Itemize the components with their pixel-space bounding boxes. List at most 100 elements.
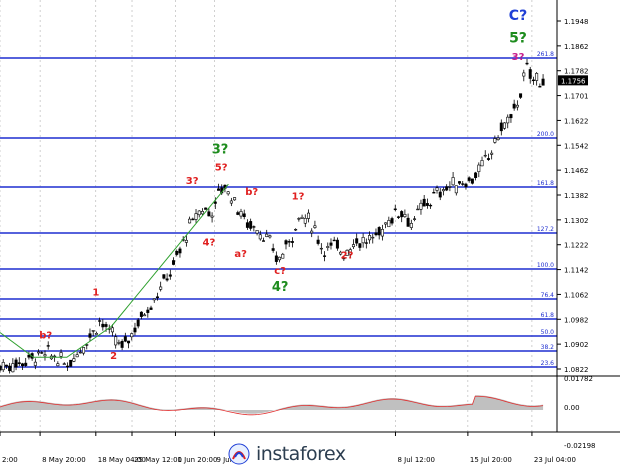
candle-body: [265, 233, 269, 237]
candle-body: [361, 237, 365, 244]
price-tick-label: 1.1142: [564, 267, 589, 275]
candle-body: [454, 185, 458, 194]
candle-body: [4, 364, 8, 367]
candle-body: [20, 363, 24, 367]
candle-body: [82, 347, 86, 354]
candle-body: [104, 324, 108, 327]
candle-body: [1, 362, 5, 371]
candle-body: [155, 296, 159, 299]
candle-body: [59, 352, 63, 357]
candle-body: [226, 191, 230, 195]
candle-body: [464, 183, 468, 187]
candle-body: [175, 251, 179, 255]
watermark-text: instaforex: [256, 443, 346, 465]
candle-body: [422, 198, 426, 207]
wave-label: c?: [274, 266, 286, 277]
candle-body: [229, 200, 233, 204]
candle-body: [390, 218, 394, 224]
indicator-area: [0, 395, 544, 414]
candle-body: [46, 345, 50, 347]
candle-body: [438, 191, 442, 198]
price-tick-label: 1.1782: [564, 68, 589, 76]
candle-body: [419, 202, 423, 210]
candle-body: [165, 278, 169, 281]
candle-body: [515, 104, 519, 108]
current-price-tag: [558, 75, 588, 86]
candle-body: [538, 86, 542, 88]
indicator-pane: [0, 395, 544, 416]
candle-body: [133, 327, 137, 333]
candle-body: [37, 351, 41, 354]
price-tick-label: 1.1622: [564, 117, 589, 125]
price-tick-label: 1.1222: [564, 242, 589, 250]
candle-body: [493, 138, 497, 143]
candle-body: [287, 241, 291, 243]
candle-body: [480, 160, 484, 167]
candle-body: [448, 186, 452, 188]
candle-body: [172, 260, 176, 265]
wave-label: 5?: [509, 31, 527, 47]
candle-body: [345, 249, 349, 256]
candle-body: [326, 246, 330, 248]
candle-body: [120, 341, 124, 348]
candle-body: [531, 79, 535, 82]
candle-body: [358, 243, 362, 248]
candle-body: [377, 227, 381, 236]
candle-body: [445, 186, 449, 191]
candle-body: [541, 78, 545, 86]
candle-body: [425, 203, 429, 206]
candle-body: [8, 365, 12, 372]
time-tick-label: 8 Jul 12:00: [397, 456, 435, 464]
wave-label: 4?: [202, 237, 215, 248]
candle-body: [441, 189, 445, 192]
wave-label: 3?: [212, 142, 229, 157]
price-tick-label: 1.0822: [564, 366, 589, 374]
candle-body: [239, 211, 243, 217]
current-price-label: 1.1756: [561, 77, 586, 85]
candle-body: [75, 354, 79, 358]
candle-body: [368, 235, 372, 241]
candle-body: [27, 354, 31, 358]
wave-label: b?: [245, 187, 258, 198]
fib-level-label: 261.8: [537, 51, 554, 58]
candle-body: [271, 248, 275, 251]
wave-label: 5?: [215, 162, 228, 173]
candle-body: [364, 242, 368, 244]
candle-body: [139, 311, 143, 317]
wave-label: a?: [234, 249, 247, 260]
candle-body: [290, 241, 294, 243]
candle-body: [11, 363, 15, 373]
candle-body: [262, 240, 266, 242]
candle-body: [522, 72, 526, 77]
wave-label: 4?: [272, 280, 289, 295]
candle-body: [319, 247, 323, 250]
candle-body: [210, 215, 214, 218]
wave-label: 3?: [186, 176, 199, 187]
fib-level-label: 200.0: [537, 131, 554, 138]
price-pane: 261.8 200.0 161.8 127.2 100.0 76.4 61.8 50.0 38.…: [0, 0, 557, 432]
time-tick-label: 23 Jul 04:00: [534, 456, 576, 464]
candle-body: [371, 236, 375, 239]
price-tick-label: 1.1062: [564, 291, 589, 299]
candle-body: [143, 314, 147, 317]
candle-body: [242, 213, 246, 218]
price-tick-label: 1.1302: [564, 217, 589, 225]
wave-label: 2: [110, 351, 117, 362]
candle-body: [178, 248, 182, 254]
candle-body: [512, 103, 516, 109]
time-tick-label: 15 Jul 20:00: [470, 456, 512, 464]
price-tick-label: 1.1948: [564, 18, 589, 26]
candle-body: [461, 183, 465, 185]
candle-body: [406, 217, 410, 227]
candle-body: [380, 229, 384, 237]
candle-body: [17, 362, 21, 364]
candle-body: [98, 320, 102, 322]
fib-level-label: 161.8: [537, 180, 554, 187]
candle-body: [294, 228, 298, 231]
wave-label: 1: [92, 287, 99, 298]
candle-body: [323, 255, 327, 257]
candle-body: [490, 152, 494, 155]
candle-body: [519, 93, 523, 98]
